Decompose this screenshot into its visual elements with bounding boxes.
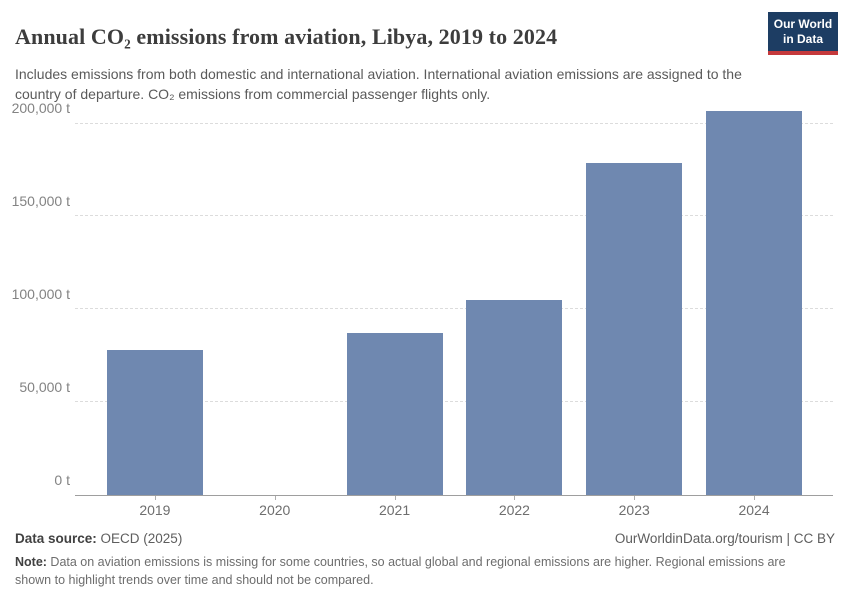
bar-column-2021: [335, 105, 455, 495]
footnote-label: Note:: [15, 555, 47, 569]
x-tick-mark-2020: [274, 496, 276, 500]
bar-2023[interactable]: [586, 162, 683, 495]
x-tick-2019: 2019: [95, 496, 215, 520]
footnote-text: Data on aviation emissions is missing fo…: [15, 555, 786, 588]
x-tick-label-2024: 2024: [738, 502, 770, 518]
x-tick-mark-2022: [514, 496, 516, 500]
x-tick-label-2023: 2023: [618, 502, 650, 518]
x-axis-labels: 2019 2020 2021 2022 2023 2024: [95, 496, 814, 520]
y-tick-label-0: 0 t: [54, 471, 70, 488]
x-tick-mark-2024: [754, 496, 756, 500]
x-axis-line: [75, 495, 833, 496]
y-tick-label-100000: 100,000 t: [11, 285, 70, 302]
bar-column-2024: [694, 105, 814, 495]
data-source-value: OECD (2025): [96, 531, 183, 546]
y-tick-label-150000: 150,000 t: [11, 192, 70, 209]
bar-column-2020: [215, 105, 335, 495]
x-tick-2023: 2023: [574, 496, 694, 520]
gridline-150000: [75, 215, 833, 217]
x-tick-2020: 2020: [215, 496, 335, 520]
x-tick-label-2022: 2022: [498, 502, 530, 518]
footnote: Note: Data on aviation emissions is miss…: [15, 553, 815, 589]
owid-logo[interactable]: Our World in Data: [768, 12, 838, 55]
x-tick-label-2021: 2021: [378, 502, 411, 518]
data-source-label: Data source:: [15, 531, 97, 546]
plot-area: [95, 105, 814, 495]
x-tick-label-2020: 2020: [259, 502, 291, 518]
gridline-200000: [75, 122, 833, 124]
x-tick-label-2019: 2019: [139, 502, 171, 518]
bar-2024[interactable]: [706, 110, 803, 495]
x-tick-mark-2019: [154, 496, 156, 500]
bar-2019[interactable]: [106, 350, 203, 495]
x-tick-mark-2021: [394, 496, 396, 500]
footer: Data source: OECD (2025) OurWorldinData.…: [15, 531, 835, 546]
data-source: Data source: OECD (2025): [15, 531, 182, 546]
owid-logo-line2: in Data: [782, 32, 823, 46]
y-tick-label-200000: 200,000 t: [11, 100, 70, 117]
y-tick-label-50000: 50,000 t: [19, 378, 70, 395]
gridline-50000: [75, 401, 833, 403]
x-tick-mark-2023: [634, 496, 636, 500]
chart-title: Annual CO₂ emissions from aviation, Liby…: [15, 23, 558, 49]
chart-subtitle: Includes emissions from both domestic an…: [15, 66, 742, 102]
x-tick-2021: 2021: [335, 496, 455, 520]
gridline-layer: [75, 105, 833, 495]
bar-2021[interactable]: [346, 333, 443, 495]
x-tick-2022: 2022: [454, 496, 574, 520]
attribution-link[interactable]: OurWorldinData.org/tourism | CC BY: [614, 531, 835, 546]
bar-column-2022: [454, 105, 574, 495]
bar-2022[interactable]: [466, 300, 563, 495]
y-axis-labels: 0 t 50,000 t 100,000 t 150,000 t 200,000 t: [0, 100, 70, 495]
gridline-100000: [75, 308, 833, 310]
bar-column-2019: [95, 105, 215, 495]
bar-column-2023: [574, 105, 694, 495]
owid-logo-line1: Our World: [773, 17, 833, 31]
x-tick-2024: 2024: [694, 496, 814, 520]
